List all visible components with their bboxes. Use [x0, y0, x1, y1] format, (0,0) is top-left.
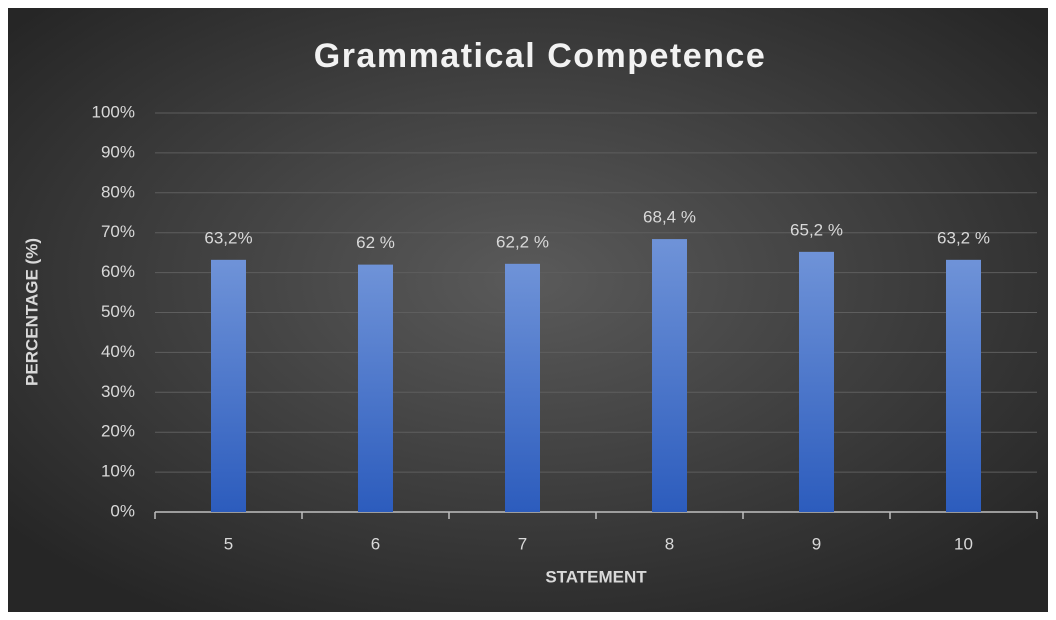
- y-tick-label: 100%: [92, 102, 135, 121]
- x-tick-label: 6: [371, 534, 380, 553]
- x-tick-label: 9: [812, 534, 821, 553]
- y-tick-label: 80%: [101, 182, 135, 201]
- bar: [211, 259, 246, 512]
- bar: [505, 263, 540, 512]
- data-label: 62 %: [356, 233, 395, 252]
- bar: [652, 239, 687, 513]
- y-tick-label: 60%: [101, 262, 135, 281]
- y-tick-label: 20%: [101, 422, 135, 441]
- y-tick-label: 90%: [101, 142, 135, 161]
- y-axis-label: PERCENTAGE (%): [22, 238, 41, 386]
- y-tick-label: 50%: [101, 302, 135, 321]
- data-label: 63,2%: [204, 228, 252, 247]
- y-tick-label: 70%: [101, 222, 135, 241]
- x-tick-label: 10: [954, 534, 973, 553]
- x-tick-label: 8: [665, 534, 674, 553]
- y-tick-label: 40%: [101, 342, 135, 361]
- bar: [799, 251, 834, 513]
- x-tick-label: 5: [224, 534, 233, 553]
- x-tick-label: 7: [518, 534, 527, 553]
- x-axis-label: STATEMENT: [545, 567, 647, 586]
- bar: [358, 264, 393, 512]
- y-tick-label: 0%: [110, 501, 135, 520]
- data-label: 68,4 %: [643, 208, 696, 227]
- y-tick-label: 30%: [101, 382, 135, 401]
- data-label: 63,2 %: [937, 228, 990, 247]
- bar: [946, 259, 981, 512]
- y-tick-label: 10%: [101, 462, 135, 481]
- data-label: 62,2 %: [496, 232, 549, 251]
- chart-title: Grammatical Competence: [314, 37, 767, 75]
- data-label: 65,2 %: [790, 220, 843, 239]
